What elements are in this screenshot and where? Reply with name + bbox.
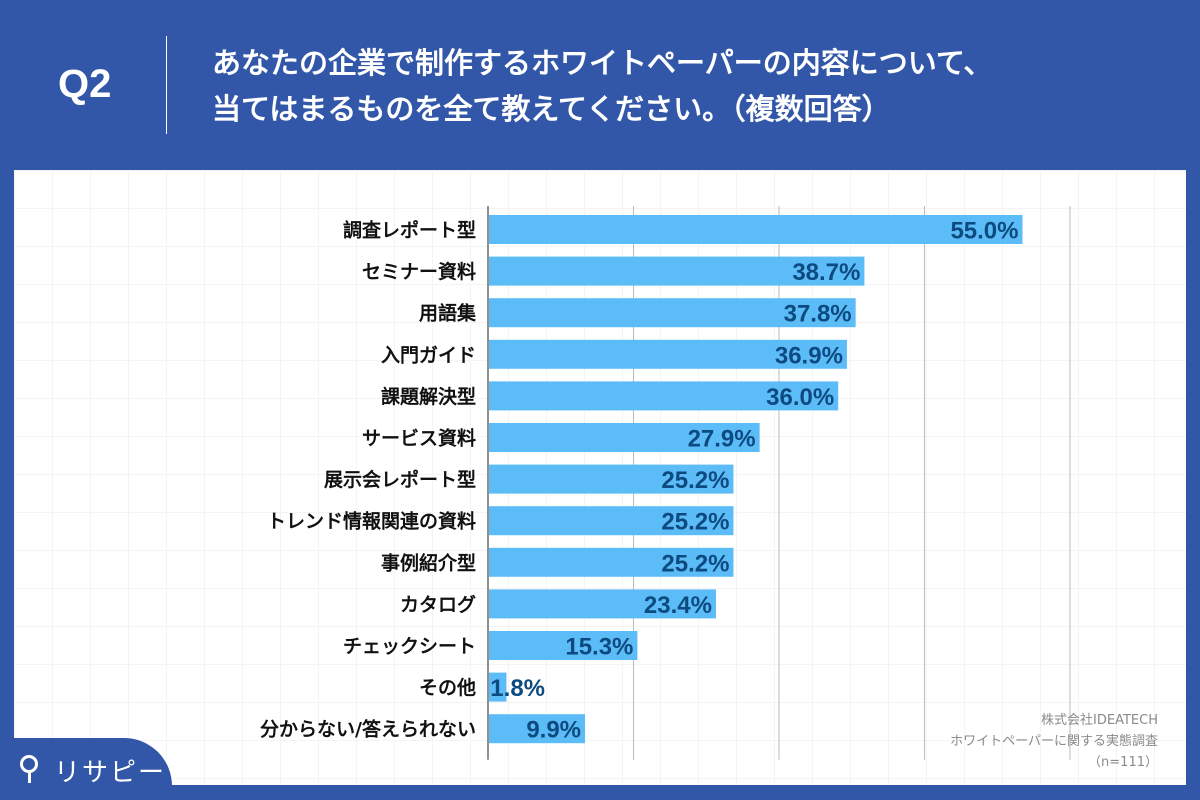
- category-label: 事例紹介型: [381, 551, 476, 574]
- logo-text: リサピー: [54, 758, 167, 788]
- bar: [489, 672, 507, 702]
- category-label: サービス資料: [362, 427, 476, 450]
- pin-icon: [20, 755, 38, 783]
- value-label: 9.9%: [526, 717, 581, 744]
- value-label: 25.2%: [661, 467, 729, 494]
- source-survey: ホワイトペーパーに関する実態調査: [950, 734, 1158, 749]
- value-label: 25.2%: [661, 509, 729, 536]
- bar: [489, 506, 734, 536]
- value-label: 25.2%: [661, 550, 729, 577]
- title-line-1: あなたの企業で制作するホワイトペーパーの内容について、: [212, 46, 993, 80]
- value-label: 37.8%: [784, 301, 852, 328]
- page-title: あなたの企業で制作するホワイトペーパーの内容について、 当てはまるものを全て教え…: [212, 40, 992, 132]
- category-label: トレンド情報関連の資料: [267, 510, 476, 533]
- category-label: セミナー資料: [362, 260, 476, 283]
- category-label: チェックシート: [343, 636, 476, 658]
- bar: [489, 256, 865, 286]
- value-label: 23.4%: [644, 592, 712, 619]
- question-number: Q2: [58, 62, 112, 106]
- bar: [489, 381, 839, 411]
- value-label: 55.0%: [950, 218, 1018, 245]
- bar: [489, 423, 760, 452]
- value-label: 1.8%: [490, 675, 545, 702]
- logo: リサピー: [0, 738, 172, 800]
- bar: [489, 714, 586, 744]
- value-label: 38.7%: [792, 259, 860, 286]
- bar: [489, 298, 856, 328]
- value-label: 36.9%: [775, 342, 843, 369]
- source-note: 株式会社IDEATECH ホワイトペーパーに関する実態調査 （n=111）: [950, 710, 1158, 773]
- value-label: 27.9%: [688, 426, 756, 453]
- category-label: カタログ: [400, 593, 476, 616]
- title-line-2: 当てはまるものを全て教えてください。（複数回答）: [212, 92, 891, 126]
- chart-panel: 調査レポート型 55.0% セミナー資料 38.7% 用語集 37.8% 入門ガイド 36.9…: [14, 170, 1186, 785]
- category-label: 課題解決型: [381, 385, 476, 408]
- value-label: 15.3%: [565, 634, 633, 661]
- header-divider: [166, 36, 167, 134]
- bar: [489, 589, 716, 619]
- source-sample: （n=111）: [1088, 755, 1158, 770]
- bar: [489, 215, 1023, 244]
- bar: [489, 464, 734, 494]
- bar: [489, 339, 847, 369]
- category-label: 入門ガイド: [381, 344, 476, 366]
- category-label: 用語集: [419, 302, 477, 325]
- bar: [489, 547, 734, 577]
- category-label: 調査レポート型: [343, 219, 476, 242]
- category-label: 分からない/答えられない: [260, 718, 476, 741]
- bar-chart: 調査レポート型 55.0% セミナー資料 38.7% 用語集 37.8% 入門ガイド 36.9…: [260, 206, 1071, 760]
- bar: [489, 631, 638, 660]
- value-label: 36.0%: [766, 384, 834, 411]
- category-label: 展示会レポート型: [324, 468, 476, 491]
- category-label: その他: [419, 676, 476, 699]
- source-company: 株式会社IDEATECH: [1041, 713, 1158, 728]
